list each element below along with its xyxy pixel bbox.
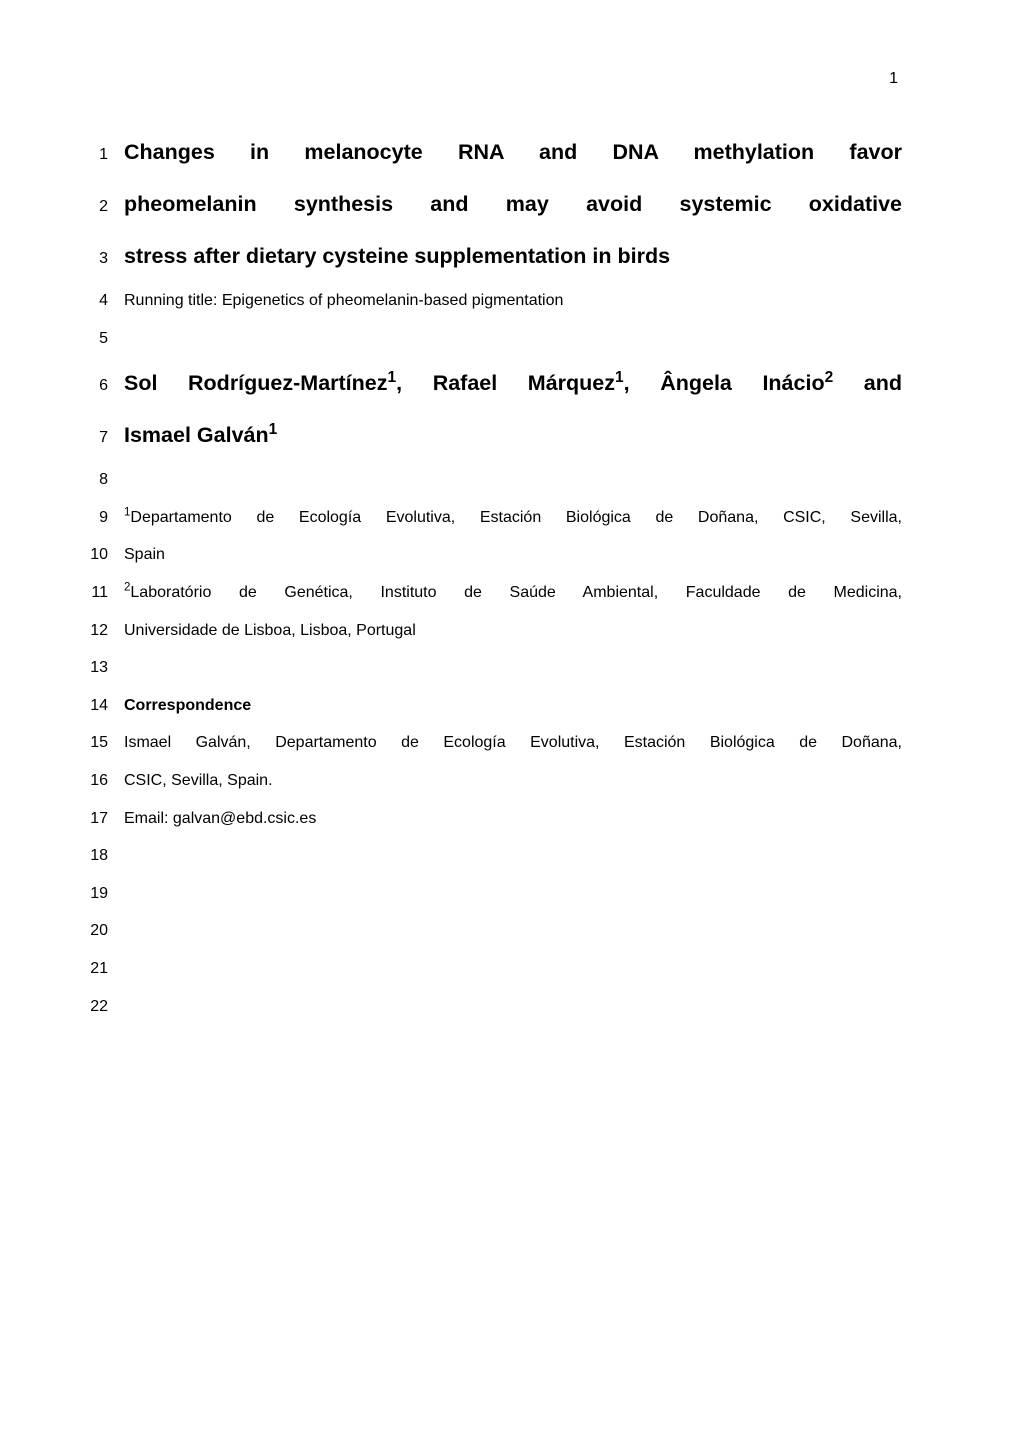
blank-line: 20 xyxy=(84,912,902,950)
line-number: 19 xyxy=(84,875,124,913)
blank-line: 5 xyxy=(84,320,902,358)
line-number: 20 xyxy=(84,912,124,950)
blank-line: 19 xyxy=(84,875,902,913)
affiliation-text: 1Departamento de Ecología Evolutiva, Est… xyxy=(124,499,902,537)
separator: , xyxy=(396,371,433,395)
affiliation-1-line-2: 10 Spain xyxy=(84,536,902,574)
line-number: 11 xyxy=(84,574,124,612)
affiliation-1-line-1: 9 1Departamento de Ecología Evolutiva, E… xyxy=(84,499,902,537)
affil-sup: 1 xyxy=(388,369,397,386)
affiliation-text: Spain xyxy=(124,536,902,574)
blank-line: 22 xyxy=(84,988,902,1026)
line-number: 5 xyxy=(84,320,124,358)
correspondence-line-2: 16 CSIC, Sevilla, Spain. xyxy=(84,762,902,800)
empty xyxy=(124,649,902,687)
line-number: 21 xyxy=(84,950,124,988)
blank-line: 21 xyxy=(84,950,902,988)
affil-sup: 1 xyxy=(269,421,278,438)
author-name: Ângela Inácio xyxy=(660,371,824,395)
line-number: 1 xyxy=(84,136,124,175)
line-number: 10 xyxy=(84,536,124,574)
title-line-1: 1 Changes in melanocyte RNA and DNA meth… xyxy=(84,126,902,178)
line-number: 18 xyxy=(84,837,124,875)
title-text: pheomelanin synthesis and may avoid syst… xyxy=(124,178,902,230)
line-number: 22 xyxy=(84,988,124,1026)
empty xyxy=(124,461,902,499)
line-number: 7 xyxy=(84,419,124,458)
line-number: 6 xyxy=(84,367,124,406)
line-number: 17 xyxy=(84,800,124,838)
author-name: Sol Rodríguez-Martínez xyxy=(124,371,388,395)
line-number: 9 xyxy=(84,499,124,537)
correspondence-heading: Correspondence xyxy=(124,687,902,725)
empty xyxy=(124,837,902,875)
line-number: 8 xyxy=(84,461,124,499)
email-line: 17 Email: galvan@ebd.csic.es xyxy=(84,800,902,838)
authors-text: Sol Rodríguez-Martínez1, Rafael Márquez1… xyxy=(124,357,902,409)
line-number: 14 xyxy=(84,687,124,725)
running-title-text: Running title: Epigenetics of pheomelani… xyxy=(124,282,902,320)
empty xyxy=(124,988,902,1026)
correspondence-line-1: 15 Ismael Galván, Departamento de Ecolog… xyxy=(84,724,902,762)
empty xyxy=(124,950,902,988)
line-number: 15 xyxy=(84,724,124,762)
line-number: 2 xyxy=(84,188,124,227)
title-line-2: 2 pheomelanin synthesis and may avoid sy… xyxy=(84,178,902,230)
affiliation-text: Universidade de Lisboa, Lisboa, Portugal xyxy=(124,612,902,650)
page-number: 1 xyxy=(889,70,898,88)
tail-text: and xyxy=(833,371,902,395)
affiliation-2-line-2: 12 Universidade de Lisboa, Lisboa, Portu… xyxy=(84,612,902,650)
running-title-line: 4 Running title: Epigenetics of pheomela… xyxy=(84,282,902,320)
separator: , xyxy=(624,371,661,395)
affiliation-text: 2Laboratório de Genética, Instituto de S… xyxy=(124,574,902,612)
author-name: Ismael Galván xyxy=(124,423,269,447)
correspondence-text: Ismael Galván, Departamento de Ecología … xyxy=(124,724,902,762)
authors-line-2: 7 Ismael Galván1 xyxy=(84,409,902,461)
manuscript-body: 1 Changes in melanocyte RNA and DNA meth… xyxy=(84,126,902,1025)
title-text: stress after dietary cysteine supplement… xyxy=(124,230,902,282)
line-number: 16 xyxy=(84,762,124,800)
line-number: 12 xyxy=(84,612,124,650)
empty xyxy=(124,875,902,913)
affil-sup: 1 xyxy=(615,369,624,386)
affiliation-2-line-1: 11 2Laboratório de Genética, Instituto d… xyxy=(84,574,902,612)
author-name: Rafael Márquez xyxy=(433,371,615,395)
empty xyxy=(124,912,902,950)
line-number: 3 xyxy=(84,240,124,279)
correspondence-text: CSIC, Sevilla, Spain. xyxy=(124,762,902,800)
blank-line: 18 xyxy=(84,837,902,875)
title-text: Changes in melanocyte RNA and DNA methyl… xyxy=(124,126,902,178)
line-number: 4 xyxy=(84,282,124,320)
email-text: Email: galvan@ebd.csic.es xyxy=(124,800,902,838)
affil-body: Departamento de Ecología Evolutiva, Esta… xyxy=(130,509,902,526)
empty xyxy=(124,320,902,358)
title-line-3: 3 stress after dietary cysteine suppleme… xyxy=(84,230,902,282)
authors-line-1: 6 Sol Rodríguez-Martínez1, Rafael Márque… xyxy=(84,357,902,409)
affil-sup: 2 xyxy=(825,369,834,386)
authors-text: Ismael Galván1 xyxy=(124,409,902,461)
affil-body: Laboratório de Genética, Instituto de Sa… xyxy=(130,584,902,601)
correspondence-heading-line: 14 Correspondence xyxy=(84,687,902,725)
line-number: 13 xyxy=(84,649,124,687)
blank-line: 13 xyxy=(84,649,902,687)
blank-line: 8 xyxy=(84,461,902,499)
